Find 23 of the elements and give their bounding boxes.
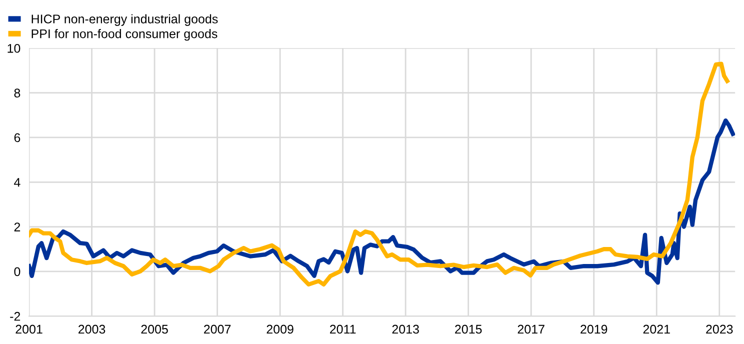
y-tick-label: 0 [14,267,20,276]
x-tick-label: 2001 [16,324,42,334]
y-tick-label: 6 [14,133,20,142]
x-tick-label: 2009 [266,324,294,334]
x-tick-label: 2011 [330,324,356,334]
y-tick-label: 2 [14,222,20,232]
x-tick-label: 2007 [204,324,231,334]
x-tick-label: 2021 [643,324,670,334]
x-tick-label: 2017 [518,324,544,334]
y-tick-label: 10 [8,44,20,53]
line-series [29,62,730,287]
line-series [29,118,735,285]
x-tick-label: 2003 [78,324,106,334]
legend-label: PPI for non-food consumer goods [32,29,218,41]
x-tick-label: 2013 [392,324,419,334]
legend-label: HICP non-energy industrial goods [32,14,218,26]
x-tick-label: 2005 [141,324,168,334]
y-tick-label: 4 [14,178,20,187]
x-tick-label: 2023 [706,324,733,334]
y-tick-label: -2 [10,312,20,321]
y-tick-label: 8 [14,88,20,98]
x-tick-label: 2015 [455,324,482,334]
x-tick-label: 2019 [580,324,608,334]
